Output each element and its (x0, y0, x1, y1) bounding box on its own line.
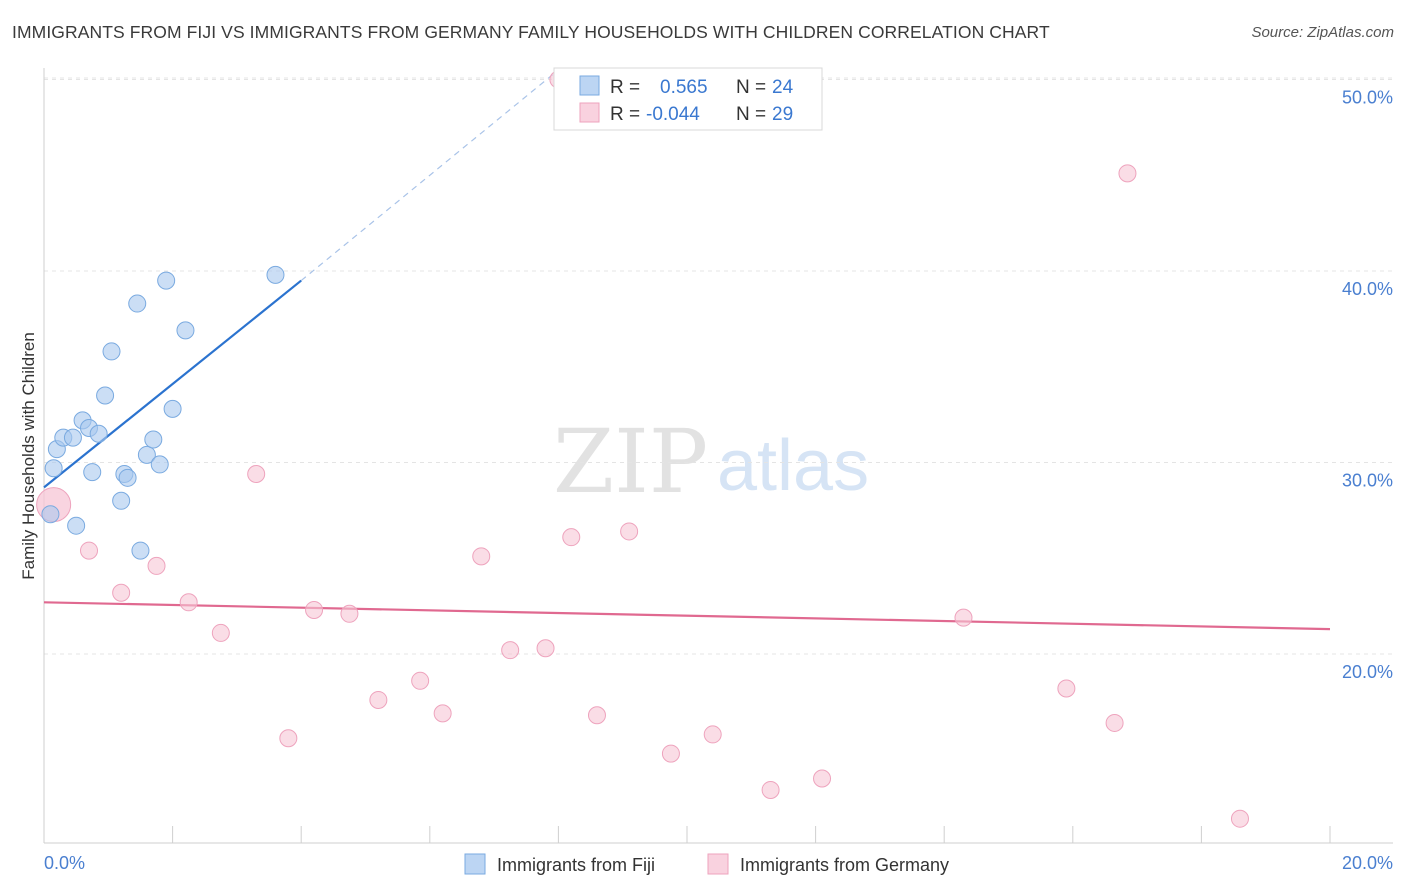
trend-line-germany (43, 601, 1331, 631)
point-germany-4 (179, 593, 198, 612)
point-germany-5 (211, 623, 230, 642)
point-fiji-11 (102, 342, 121, 361)
point-fiji-17 (137, 445, 156, 464)
legend-n-label-fiji: N = (736, 77, 766, 98)
source-label: Source: ZipAtlas.com (1251, 24, 1394, 41)
point-germany-20 (661, 744, 680, 763)
point-fiji-4 (63, 428, 82, 447)
point-fiji-8 (83, 463, 102, 482)
point-germany-24 (954, 608, 973, 627)
point-germany-25 (1057, 679, 1076, 698)
point-germany-19 (620, 522, 639, 541)
legend-swatch-germany (579, 102, 600, 123)
x-tick-label-min: 0.0% (44, 853, 85, 873)
point-germany-15 (536, 639, 555, 658)
bottom-legend-swatch-germany (707, 853, 729, 875)
point-fiji-9 (89, 424, 108, 443)
watermark-zip: ZIP (553, 410, 708, 513)
point-fiji-18 (144, 430, 163, 449)
point-fiji-15 (128, 294, 147, 313)
point-germany-10 (369, 690, 388, 709)
point-fiji-19 (150, 455, 169, 474)
bottom-legend-label-germany: Immigrants from Germany (740, 855, 949, 875)
point-germany-14 (501, 641, 520, 660)
point-fiji-23 (266, 265, 285, 284)
point-germany-17 (562, 528, 581, 547)
point-fiji-12 (112, 491, 131, 510)
legend-r-label-germany: R = (610, 104, 640, 125)
point-germany-3 (147, 556, 166, 575)
y-tick-label-30: 30.0% (1342, 471, 1393, 491)
point-germany-8 (305, 600, 324, 619)
point-germany-23 (813, 769, 832, 788)
point-germany-7 (279, 729, 298, 748)
point-germany-1 (80, 541, 99, 560)
legend-n-value-fiji: 24 (772, 77, 794, 98)
point-fiji-0 (41, 505, 60, 524)
point-fiji-22 (176, 321, 195, 340)
y-tick-label-20: 20.0% (1342, 662, 1393, 682)
point-germany-22 (761, 780, 780, 799)
point-fiji-1 (44, 459, 63, 478)
point-germany-13 (472, 547, 491, 566)
trend-line-extension-fiji (300, 69, 559, 282)
point-germany-11 (411, 671, 430, 690)
legend-r-value-fiji: 0.565 (660, 77, 708, 98)
point-fiji-10 (96, 386, 115, 405)
legend-n-label-germany: N = (736, 104, 766, 125)
point-germany-9 (340, 604, 359, 623)
legend-swatch-fiji (579, 75, 600, 96)
legend-r-label-fiji: R = (610, 77, 640, 98)
point-germany-12 (433, 704, 452, 723)
point-fiji-5 (67, 516, 86, 535)
point-germany-27 (1118, 164, 1137, 183)
point-germany-6 (247, 464, 266, 483)
correlation-legend: R = 0.565 N = 24 R = -0.044 N = 29 (553, 67, 823, 131)
point-germany-26 (1105, 713, 1124, 732)
legend-r-value-germany: -0.044 (646, 104, 700, 125)
point-germany-18 (587, 706, 606, 725)
series-legend: Immigrants from Fiji Immigrants from Ger… (464, 853, 949, 875)
y-tick-label-50: 50.0% (1342, 88, 1393, 108)
bottom-legend-label-fiji: Immigrants from Fiji (497, 855, 655, 875)
point-fiji-20 (157, 271, 176, 290)
legend-n-value-germany: 29 (772, 104, 793, 125)
watermark-atlas: atlas (717, 426, 869, 506)
point-fiji-16 (131, 541, 150, 560)
y-tick-label-40: 40.0% (1342, 279, 1393, 299)
point-fiji-14 (118, 468, 137, 487)
x-tick-label-max: 20.0% (1342, 853, 1393, 873)
trend-line-fiji (43, 279, 302, 489)
point-germany-2 (112, 583, 131, 602)
bottom-legend-swatch-fiji (464, 853, 486, 875)
chart-title: IMMIGRANTS FROM FIJI VS IMMIGRANTS FROM … (12, 22, 1050, 42)
point-fiji-21 (163, 399, 182, 418)
point-germany-28 (1230, 809, 1249, 828)
y-axis-label: Family Households with Children (19, 332, 38, 580)
point-germany-21 (703, 725, 722, 744)
